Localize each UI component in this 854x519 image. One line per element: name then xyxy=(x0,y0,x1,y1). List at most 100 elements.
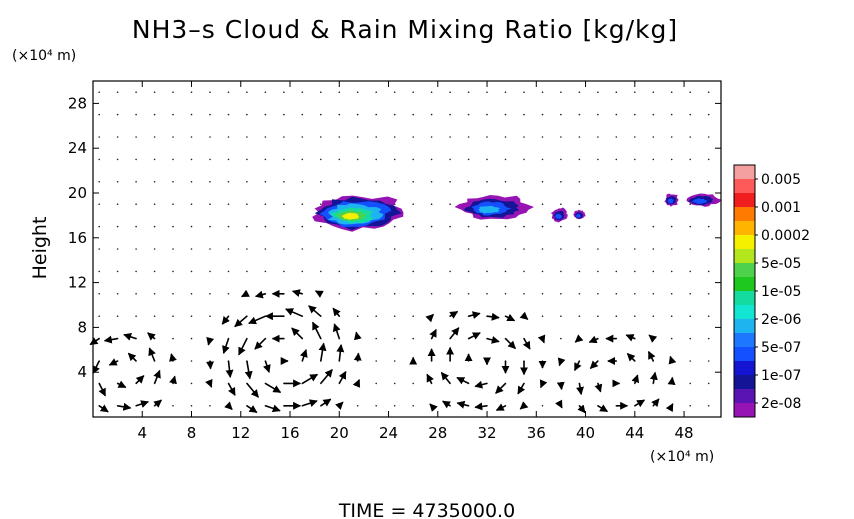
grid-dot xyxy=(486,270,488,273)
grid-dot xyxy=(393,113,396,116)
grid-dot xyxy=(320,225,322,228)
grid-dot xyxy=(393,315,396,318)
grid-dot xyxy=(541,203,544,205)
grid-dot xyxy=(670,158,673,161)
grid-dot xyxy=(449,181,451,183)
grid-dot xyxy=(246,248,248,250)
grid-dot xyxy=(393,293,396,295)
grid-dot xyxy=(283,270,285,273)
wind-arrow xyxy=(98,383,107,397)
colorbar-swatch xyxy=(734,403,755,418)
grid-dot xyxy=(634,315,636,318)
grid-dot xyxy=(116,293,119,295)
wind-arrow xyxy=(539,379,548,389)
colorbar-label: 0.0002 xyxy=(761,228,810,244)
grid-dot xyxy=(689,225,691,228)
grid-dot xyxy=(541,270,544,273)
wind-arrow xyxy=(429,403,438,412)
colorbar-swatch xyxy=(734,249,755,264)
wind-arrow xyxy=(665,403,674,413)
grid-dot xyxy=(320,203,322,205)
wind-arrow xyxy=(505,313,516,322)
grid-dot xyxy=(98,225,100,228)
wind-arrow xyxy=(626,353,636,362)
grid-dot xyxy=(190,337,193,340)
grid-dot xyxy=(135,315,137,318)
grid-dot xyxy=(153,136,156,138)
grid-dot xyxy=(615,136,618,138)
grid-dot xyxy=(301,113,304,116)
grid-dot xyxy=(209,91,211,93)
grid-dot xyxy=(264,225,267,228)
grid-dot xyxy=(707,270,710,273)
grid-dot xyxy=(707,360,710,362)
wind-arrow xyxy=(468,311,481,320)
wind-arrow xyxy=(311,321,322,339)
grid-dot xyxy=(597,113,599,116)
grid-dot xyxy=(172,270,174,273)
wind-arrow xyxy=(353,352,362,362)
grid-dot xyxy=(320,181,322,183)
grid-dot xyxy=(209,405,211,407)
cloud-contour xyxy=(576,214,581,218)
grid-dot xyxy=(578,315,581,318)
grid-dot xyxy=(153,248,156,250)
grid-dot xyxy=(320,91,322,93)
x-tick-label: 44 xyxy=(625,424,644,442)
wind-arrow xyxy=(153,399,163,408)
grid-dot xyxy=(689,181,691,183)
grid-dot xyxy=(356,181,359,183)
wind-arrow xyxy=(308,305,322,317)
grid-dot xyxy=(283,91,285,93)
cloud-contour xyxy=(554,213,562,220)
grid-dot xyxy=(172,405,174,407)
grid-dot xyxy=(670,136,673,138)
grid-dot xyxy=(283,113,285,116)
grid-dot xyxy=(597,91,599,93)
grid-dot xyxy=(523,113,525,116)
grid-dot xyxy=(190,91,193,93)
grid-dot xyxy=(227,225,230,228)
wind-arrow xyxy=(648,334,658,343)
wind-arrow xyxy=(334,401,344,411)
grid-dot xyxy=(504,225,507,228)
grid-dot xyxy=(190,360,193,362)
grid-dot xyxy=(634,91,636,93)
wind-arrow xyxy=(486,335,500,344)
wind-arrow xyxy=(647,350,656,362)
grid-dot xyxy=(578,293,581,295)
grid-dot xyxy=(320,248,322,250)
wind-arrow xyxy=(574,334,584,343)
grid-dot xyxy=(707,158,710,161)
grid-dot xyxy=(153,270,156,273)
grid-dot xyxy=(430,248,433,250)
wind-arrow xyxy=(338,370,347,384)
grid-dot xyxy=(689,270,691,273)
grid-dot xyxy=(246,225,248,228)
grid-dot xyxy=(560,248,562,250)
grid-dot xyxy=(560,225,562,228)
grid-dot xyxy=(541,181,544,183)
grid-dot xyxy=(393,181,396,183)
grid-dot xyxy=(578,225,581,228)
grid-dot xyxy=(430,225,433,228)
wind-arrow xyxy=(495,403,506,412)
wind-arrow xyxy=(495,382,507,394)
wind-arrow xyxy=(254,290,266,299)
wind-arrow xyxy=(449,310,459,319)
grid-dot xyxy=(135,270,137,273)
grid-dot xyxy=(486,293,488,295)
grid-dot xyxy=(578,270,581,273)
grid-dot xyxy=(541,315,544,318)
wind-arrow xyxy=(519,401,529,410)
cloud-mixing-ratio-field xyxy=(312,193,722,232)
x-tick-label: 20 xyxy=(330,424,349,442)
grid-dot xyxy=(578,91,581,93)
wind-arrow xyxy=(98,404,109,413)
y-tick-label: 12 xyxy=(68,274,87,292)
grid-dot xyxy=(689,382,691,385)
grid-dot xyxy=(541,225,544,228)
grid-dot xyxy=(652,181,655,183)
colorbar-label: 2e-06 xyxy=(761,312,801,328)
grid-dot xyxy=(393,158,396,161)
